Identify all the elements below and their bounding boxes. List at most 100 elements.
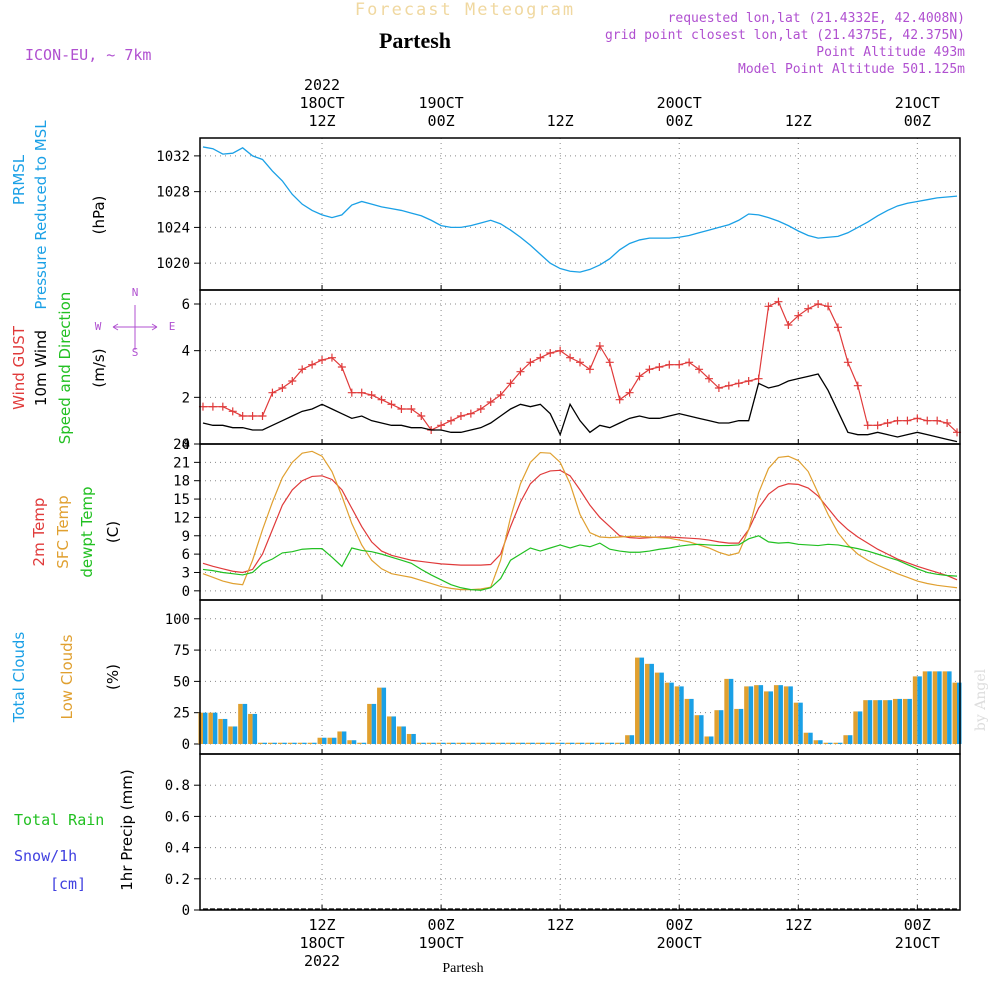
wind-gust-marker <box>843 358 852 367</box>
wind-gust-marker <box>933 416 942 425</box>
meteogram-title: Forecast Meteogram <box>355 0 575 20</box>
y-tick-label: 0 <box>182 584 190 600</box>
low-clouds-bar <box>625 735 630 744</box>
bottom-time-label: 21OCT <box>895 934 940 952</box>
wind-gust-marker <box>714 384 723 392</box>
model-point-altitude: Model Point Altitude 501.125m <box>738 62 965 77</box>
wind-gust-marker <box>506 379 515 388</box>
total-clouds-bar <box>381 687 387 744</box>
total-clouds-bar <box>718 710 724 744</box>
low-clouds-bar <box>595 742 600 744</box>
total-clouds-bar <box>520 742 525 744</box>
snow-unit-label: [cm] <box>50 875 86 893</box>
top-time-label: 18OCT <box>299 94 344 112</box>
wind-gust-marker <box>308 360 317 369</box>
wind-gust-marker <box>833 323 842 332</box>
low-clouds-bar <box>833 742 838 744</box>
total-clouds-bar <box>897 698 902 744</box>
precip-panel: 0 0.2 0.4 0.6 0.8 <box>165 754 960 919</box>
wind-gust-marker <box>447 416 456 425</box>
total-clouds-bar <box>887 700 893 744</box>
low-clouds-bar <box>902 698 908 744</box>
total-clouds-bar <box>589 742 595 744</box>
y-tick-label: 0.2 <box>165 872 190 888</box>
low-clouds-bar <box>406 733 412 744</box>
total-clouds-bar <box>728 678 734 744</box>
total-clouds-bar <box>540 742 545 744</box>
y-tick-label: 6 <box>182 547 190 563</box>
total-clouds-bar <box>669 682 674 744</box>
low-clouds-bar <box>734 708 739 744</box>
low-clouds-bar <box>218 718 223 744</box>
low-clouds-bar <box>297 742 303 744</box>
low-clouds-bar <box>267 742 273 744</box>
wind-gust-marker <box>873 421 882 430</box>
y-tick-label: 75 <box>173 643 190 659</box>
low-clouds-bar <box>258 742 263 744</box>
y-tick-label: 2 <box>182 390 190 406</box>
total-clouds-bar <box>530 742 535 744</box>
low-clouds-bar <box>773 685 779 744</box>
wind-gust-marker <box>476 405 485 413</box>
low-clouds-bar <box>585 742 590 744</box>
pressure-label-msl: Pressure Reduced to MSL <box>32 120 50 310</box>
y-tick-label: 100 <box>165 612 190 628</box>
low-clouds-bar <box>208 712 213 744</box>
bottom-time-label: 00Z <box>666 916 693 934</box>
wind-gust-marker <box>883 419 892 427</box>
wind-panel: 0 2 4 6 <box>182 290 960 453</box>
y-tick-label: 0.8 <box>165 778 190 794</box>
total-clouds-bar <box>867 700 873 744</box>
total-clouds-bar <box>788 686 793 744</box>
wind-gust-marker <box>923 416 932 425</box>
total-clouds-bar <box>907 698 912 744</box>
top-time-label: 00Z <box>428 112 455 130</box>
wind-gust-marker <box>943 419 952 427</box>
pressure-panel-frame <box>199 137 961 291</box>
y-tick-label: 21 <box>173 455 190 471</box>
low-clouds-bar <box>377 687 382 744</box>
low-clouds-bar <box>714 710 719 744</box>
low-clouds-bar <box>307 742 313 744</box>
wind-gust-marker <box>298 365 307 374</box>
bottom-time-label: 2022 <box>304 952 340 970</box>
total-clouds-bar <box>639 657 645 744</box>
total-clouds-bar <box>351 740 357 744</box>
low-clouds-bar <box>565 742 571 744</box>
low-clouds-bar <box>635 657 640 744</box>
low-clouds-bar <box>545 742 551 744</box>
wind-gust-marker <box>258 412 267 420</box>
total-clouds-bar <box>758 685 764 744</box>
low-clouds-bar <box>674 686 680 744</box>
precip-panel-frame <box>199 753 961 911</box>
temp-unit-label: (C) <box>104 521 122 543</box>
low-clouds-bar <box>704 736 709 744</box>
total-clouds-bar <box>322 737 327 744</box>
low-clouds-bar <box>764 691 769 744</box>
bottom-time-label: 12Z <box>308 916 335 934</box>
wind-speed-line <box>202 373 958 443</box>
wind-gust-marker <box>734 379 743 388</box>
y-tick-label: 0 <box>182 903 190 919</box>
wind-gust-marker <box>566 353 575 362</box>
wind-gust-marker <box>238 412 247 420</box>
total-clouds-bar <box>748 686 754 744</box>
top-time-label: 21OCT <box>895 94 940 112</box>
wind-gust-axis-label: Wind GUST <box>10 325 28 410</box>
wind-gust-marker <box>407 405 416 413</box>
wind-gust-marker <box>665 360 674 369</box>
total-clouds-bar <box>361 742 367 744</box>
pressure-series-line <box>202 146 958 273</box>
wind-gust-marker <box>228 407 237 416</box>
total-clouds-bar <box>292 742 297 744</box>
low-clouds-bar <box>823 742 829 744</box>
wind-gust-marker <box>704 374 713 383</box>
low-clouds-bar <box>912 676 918 744</box>
total-clouds-bar <box>391 716 396 744</box>
low-clouds-bar <box>853 711 858 744</box>
wind-gust-marker <box>695 365 704 374</box>
y-tick-label: 24 <box>173 437 190 453</box>
total-clouds-bar <box>570 742 575 744</box>
low-clouds-bar <box>615 742 620 744</box>
low-clouds-bar <box>684 698 690 744</box>
